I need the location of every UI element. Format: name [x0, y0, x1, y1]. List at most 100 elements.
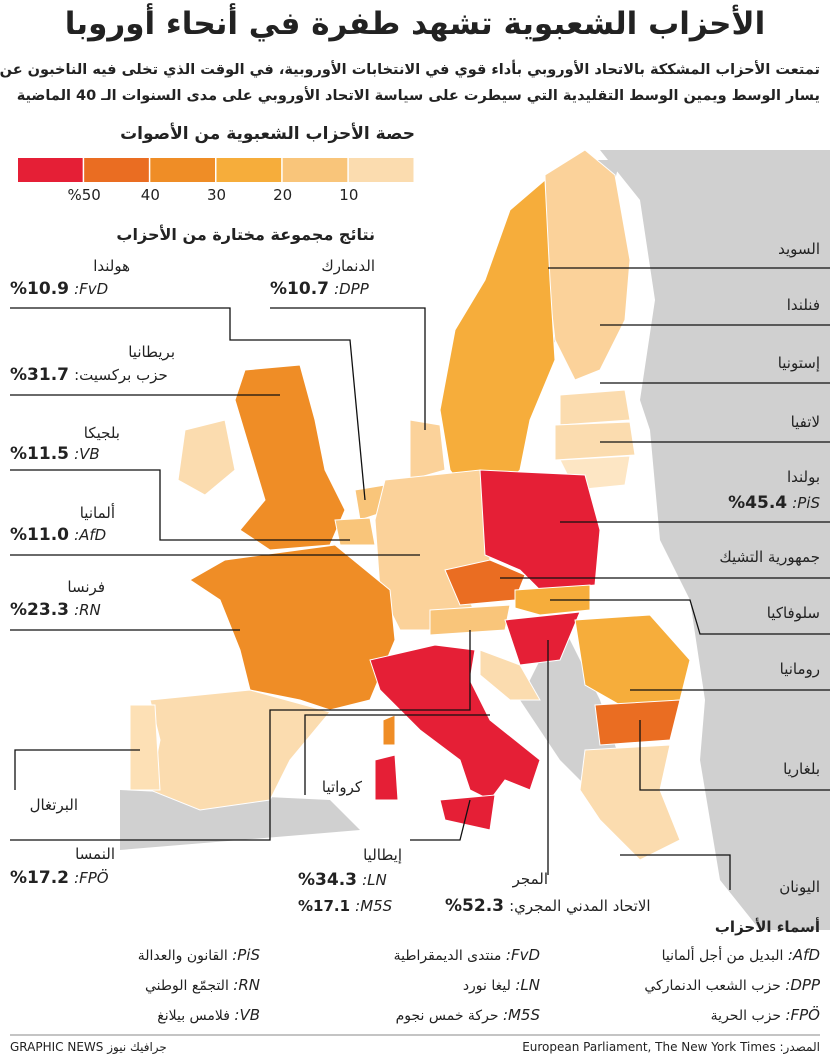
- result: %17.1 :M5S: [298, 896, 392, 915]
- country-label: البرتغال: [29, 796, 78, 814]
- party-full-name: حركة خمس نجوم: [395, 1008, 499, 1024]
- czechia: [444, 559, 526, 606]
- leader-line: [550, 599, 830, 635]
- leader-line: [10, 469, 350, 541]
- austria: [429, 604, 511, 636]
- country-label: ألمانيا: [79, 504, 115, 522]
- country-label: المجر: [512, 870, 548, 888]
- share: %52.3: [445, 896, 504, 916]
- country-label: فرنسا: [67, 578, 105, 596]
- party-name: :FvD منتدى الديمقراطية: [394, 946, 540, 964]
- land-africa: [120, 790, 360, 850]
- greece: [579, 744, 681, 861]
- legend-title: حصة الأحزاب الشعبوية من الأصوات: [120, 124, 415, 144]
- result: %11.5 :VB: [10, 444, 100, 464]
- party-full-name: فلامس بيلانغ: [157, 1008, 230, 1024]
- share: %45.4: [728, 493, 788, 513]
- estonia: [559, 389, 631, 426]
- denmark: [409, 419, 446, 481]
- credit: GRAPHIC NEWS جرافيك نيوز: [10, 1040, 167, 1054]
- party: :FvD: [74, 280, 109, 298]
- party-name: :AfD البديل من أجل ألمانيا: [662, 946, 820, 964]
- country-label: اليونان: [779, 878, 820, 896]
- party-full-name: حزب الشعب الدنماركي: [644, 978, 781, 994]
- bulgaria: [594, 699, 681, 746]
- party-abbr: :LN: [515, 976, 540, 994]
- legend-swatch: [18, 158, 83, 182]
- legend-bar: [18, 158, 414, 182]
- country-label: هولندا: [93, 257, 130, 275]
- ireland: [177, 419, 236, 496]
- legend-swatch: [150, 158, 215, 182]
- country-label: النمسا: [75, 845, 115, 863]
- country-label: سلوفاكيا: [766, 604, 820, 622]
- country-label: بريطانيا: [128, 343, 175, 361]
- country-label: رومانيا: [779, 660, 820, 678]
- country-label: إيطاليا: [363, 846, 402, 864]
- share: %11.5: [10, 444, 69, 464]
- result: %34.3 :LN: [298, 870, 387, 890]
- country-label: السويد: [778, 240, 820, 258]
- party-abbr: :FPÖ: [785, 1006, 820, 1024]
- subtitle: يسار الوسط ويمين الوسط التقليدية التي سي…: [16, 88, 820, 104]
- sweden: [439, 178, 556, 511]
- result: %11.0 :AfD: [10, 525, 106, 545]
- legend-swatch: [84, 158, 149, 182]
- party-name: :FPÖ حزب الحرية: [711, 1006, 820, 1024]
- germany: [374, 469, 491, 631]
- share: %11.0: [10, 525, 69, 545]
- legend-label: 40: [140, 186, 160, 204]
- leader-line: [410, 799, 471, 841]
- party: الاتحاد المدني المجري:: [509, 897, 651, 915]
- party-name: :LN ليغا نورد: [463, 976, 540, 994]
- legend-label: 30: [206, 186, 227, 204]
- croatia: [479, 649, 541, 701]
- party-full-name: القانون والعدالة: [137, 948, 228, 964]
- subtitle: تمتعت الأحزاب المشككة بالاتحاد الأوروبي …: [0, 62, 820, 78]
- country-label: بولندا: [786, 468, 820, 486]
- results-title: نتائج مجموعة مختارة من الأحزاب: [116, 225, 375, 244]
- hungary: [504, 611, 581, 666]
- result: %52.3 الاتحاد المدني المجري:: [445, 896, 651, 916]
- corsica: [382, 714, 396, 746]
- share: %17.1: [298, 897, 351, 915]
- leader-line: [639, 720, 830, 791]
- title: الأحزاب الشعبوية تشهد طفرة في أنحاء أورو…: [64, 6, 766, 42]
- land-non-eu: [600, 150, 830, 930]
- party-abbr: :DPP: [785, 976, 820, 994]
- sardinia: [374, 754, 399, 801]
- leader-line: [10, 630, 471, 841]
- country-label: الدنمارك: [321, 257, 375, 275]
- party-full-name: ليغا نورد: [462, 978, 511, 994]
- party-abbr: :RN: [233, 976, 260, 994]
- party: :RN: [74, 601, 101, 619]
- legend-swatch: [282, 158, 348, 182]
- share: %10.9: [10, 279, 69, 299]
- portugal: [129, 704, 161, 791]
- legend-label: %50: [67, 186, 101, 204]
- party-full-name: البديل من أجل ألمانيا: [661, 948, 784, 964]
- party-name: :M5S حركة خمس نجوم: [396, 1006, 540, 1024]
- party: :LN: [362, 871, 387, 889]
- italy: [369, 644, 541, 801]
- party: :M5S: [355, 897, 393, 915]
- legend-swatch: [216, 158, 282, 182]
- latvia: [554, 421, 636, 461]
- spain: [149, 689, 331, 811]
- party-name: :PiS القانون والعدالة: [138, 946, 260, 964]
- leader-line: [270, 307, 426, 430]
- party-abbr: :FvD: [505, 946, 540, 964]
- result: %23.3 :RN: [10, 600, 101, 620]
- party: :FPÖ: [74, 869, 109, 887]
- country-label: إستونيا: [777, 354, 820, 372]
- legend-label: 20: [273, 186, 293, 204]
- party: :VB: [74, 445, 100, 463]
- share: %17.2: [10, 868, 69, 888]
- leader-line: [620, 854, 731, 890]
- party: حزب بركسيت:: [74, 366, 168, 384]
- country-label: بلغاريا: [783, 760, 820, 778]
- share: %31.7: [10, 365, 69, 385]
- country-label: كرواتيا: [321, 778, 362, 796]
